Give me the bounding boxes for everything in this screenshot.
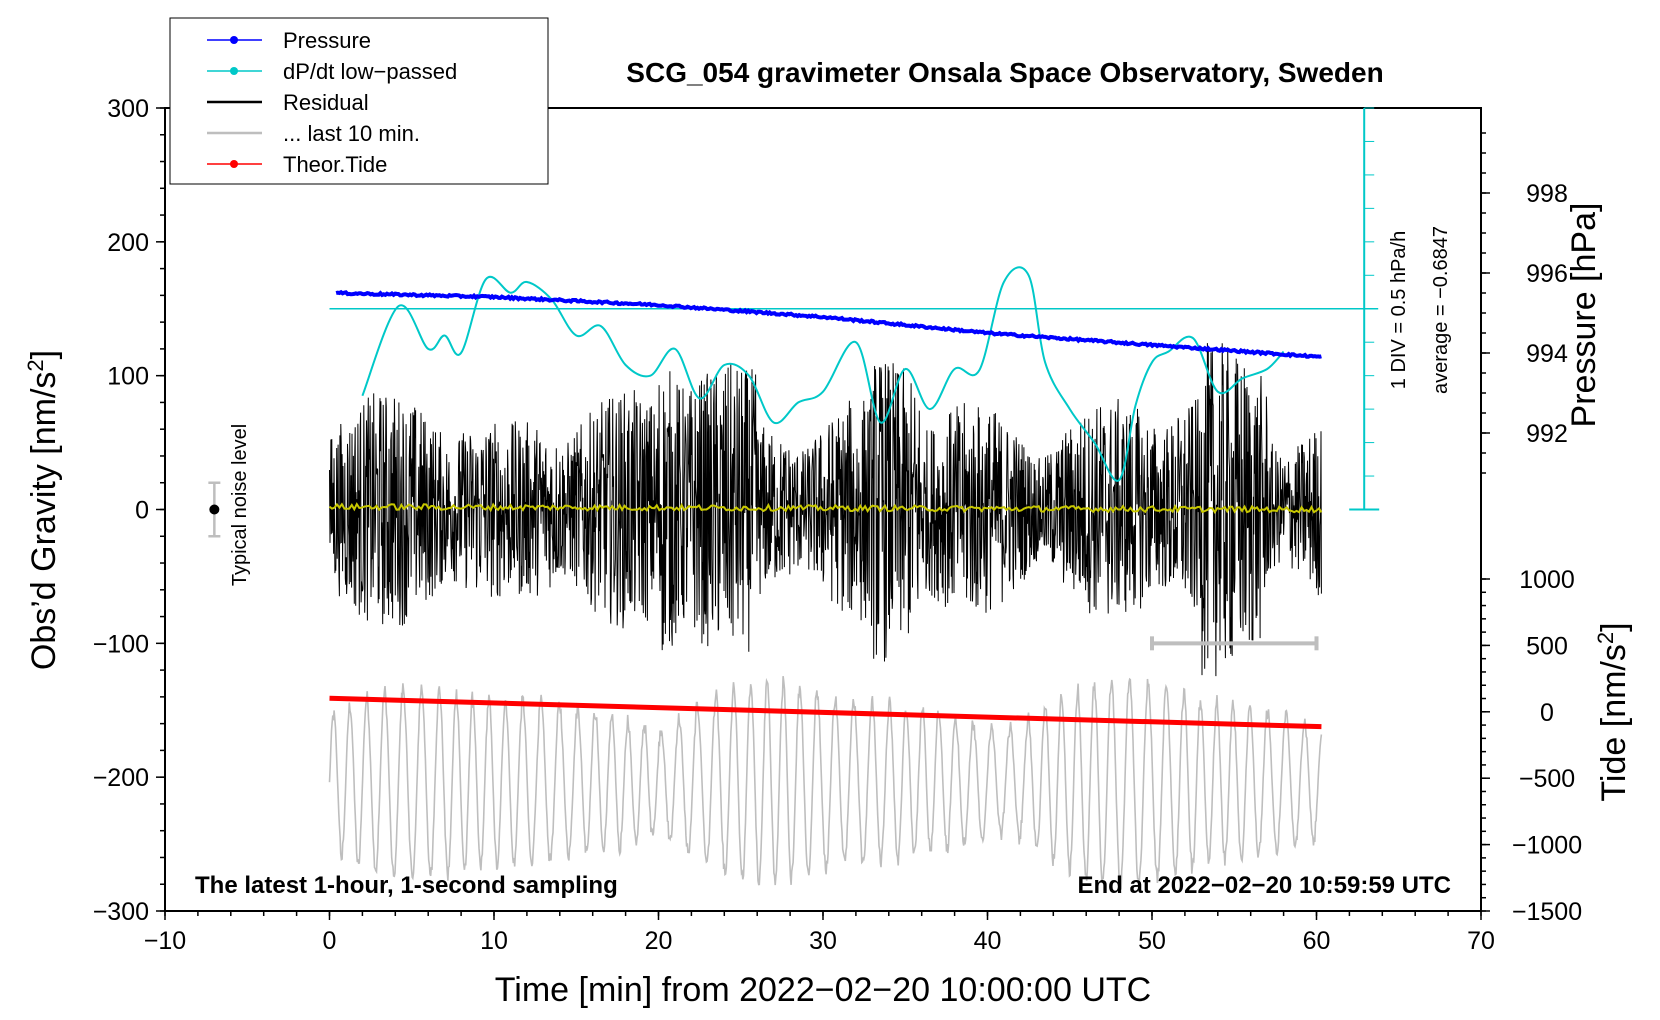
- series-last-10-min: [328, 676, 1323, 890]
- dpdt-average-label: average = −0.6847: [1430, 226, 1452, 394]
- x-tick-label: 20: [645, 927, 673, 955]
- legend-label: dP/dt low−passed: [283, 59, 457, 84]
- y-left-tick-label: −300: [93, 898, 149, 926]
- tide-tick-label: 500: [1526, 632, 1568, 660]
- series-theor-tide: [329, 695, 1322, 730]
- x-axis-title: Time [min] from 2022−02−20 10:00:00 UTC: [495, 971, 1151, 1009]
- pressure-tick-label: 994: [1526, 340, 1568, 368]
- pressure-axis-title: Pressure [hPa]: [1565, 203, 1603, 428]
- tide-tick-label: 0: [1540, 699, 1554, 727]
- y-left-tick-label: −100: [93, 630, 149, 658]
- legend-marker: [230, 36, 238, 44]
- x-tick-label: 40: [974, 927, 1002, 955]
- legend-label: ... last 10 min.: [283, 121, 420, 146]
- theor-tide-line: [329, 695, 1322, 730]
- residual-lowpass-line: [328, 502, 1323, 514]
- x-tick-label: 30: [809, 927, 837, 955]
- x-axis: −10 0 10 20 30 40 50 60 70: [144, 911, 1495, 955]
- x-tick-label: −10: [144, 927, 186, 955]
- series-dpdt-lowpassed: [361, 266, 1285, 482]
- chart-title: SCG_054 gravimeter Onsala Space Observat…: [626, 57, 1383, 88]
- corner-note-left: The latest 1‑hour, 1‑second sampling: [195, 872, 618, 899]
- legend-label: Residual: [283, 90, 369, 115]
- last-10-min-marker: [1150, 636, 1319, 651]
- y-axis-left-title-sup: 2: [23, 359, 48, 371]
- noise-bar-dot: [209, 504, 220, 515]
- tide-axis: 1000 500 0 −500 −1000 −1500: [1481, 566, 1582, 926]
- pressure-tick-label: 992: [1526, 420, 1568, 448]
- legend-marker: [230, 67, 238, 75]
- tide-tick-label: −500: [1519, 765, 1575, 793]
- residual-line: [329, 343, 1322, 677]
- x-tick-label: 50: [1138, 927, 1166, 955]
- y-left-tick-label: −200: [93, 764, 149, 792]
- series-residual: [329, 343, 1322, 677]
- pressure-axis: 998 996 994 992: [1481, 132, 1568, 474]
- pressure-tick-label: 998: [1526, 180, 1568, 208]
- x-tick-label: 10: [480, 927, 508, 955]
- x-tick-label: 70: [1467, 927, 1495, 955]
- corner-note-right: End at 2022−02−20 10:59:59 UTC: [1077, 872, 1451, 899]
- dpdt-line: [361, 266, 1285, 482]
- tide-axis-title-sup: 2: [1593, 632, 1618, 644]
- tide-tick-label: −1500: [1512, 898, 1582, 926]
- series-pressure: [335, 289, 1322, 359]
- pressure-line: [335, 289, 1322, 359]
- tide-tick-label: 1000: [1519, 566, 1575, 594]
- pressure-tick-label: 996: [1526, 260, 1568, 288]
- tide-axis-title: Tide [nm/s2]: [1593, 622, 1633, 801]
- tide-axis-title-close: ]: [1595, 622, 1633, 631]
- tide-tick-label: −1000: [1512, 832, 1582, 860]
- last-10-min-line: [328, 676, 1323, 890]
- y-left-tick-label: 300: [107, 95, 149, 123]
- y-left-tick-label: 0: [135, 497, 149, 525]
- legend-label: Pressure: [283, 28, 371, 53]
- noise-level-label: Typical noise level: [229, 424, 251, 586]
- y-left-tick-label: 200: [107, 229, 149, 257]
- y-axis-left-title: Obs’d Gravity [nm/s2]: [23, 350, 63, 670]
- dpdt-scale-bar: [329, 107, 1380, 511]
- series-residual-lowpass: [328, 502, 1323, 514]
- legend-label: Theor.Tide: [283, 152, 387, 177]
- y-axis-left-title-close: ]: [25, 350, 63, 359]
- x-tick-label: 60: [1303, 927, 1331, 955]
- legend-marker: [230, 160, 238, 168]
- noise-level-bar: [208, 481, 221, 538]
- y-axis-left: 300 200 100 0 −100 −200 −300: [93, 95, 165, 926]
- y-left-tick-label: 100: [107, 363, 149, 391]
- dpdt-scale-label: 1 DIV = 0.5 hPa/h: [1388, 231, 1410, 389]
- legend: Pressure dP/dt low−passed Residual ... last…: [169, 17, 549, 185]
- x-tick-label: 0: [323, 927, 337, 955]
